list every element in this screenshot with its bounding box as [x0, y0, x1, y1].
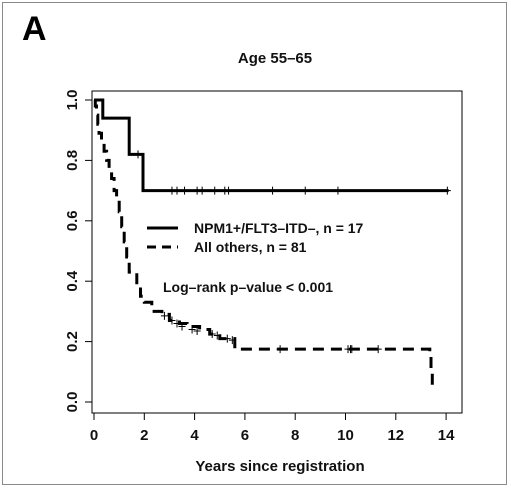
censor-mark: [211, 186, 219, 195]
x-tick-label: 0: [90, 427, 98, 444]
censor-mark: [178, 322, 186, 331]
censor-mark: [168, 316, 176, 325]
axes-layer: 0 2 4 6 8 10 12 14 0.0 0.2 0.4 0.6 0.8 1.0: [64, 90, 455, 444]
censor-mark: [228, 336, 236, 345]
pvalue-annotation: Log–rank p–value < 0.001: [163, 279, 333, 295]
censor-mark: [208, 330, 216, 339]
censor-mark: [173, 319, 181, 328]
x-tick-label: 10: [337, 427, 354, 444]
censor-mark: [223, 334, 231, 343]
y-tick-label: 0.0: [64, 392, 81, 413]
x-tick-label: 8: [291, 427, 299, 444]
censor-mark: [173, 186, 181, 195]
x-tick-label: 6: [241, 427, 249, 444]
legend-label-others: All others, n = 81: [194, 239, 307, 255]
censor-mark: [348, 345, 356, 354]
censor-mark: [134, 150, 142, 159]
censor-mark: [334, 186, 342, 195]
y-tick-label: 0.8: [64, 150, 81, 171]
y-tick-label: 0.6: [64, 210, 81, 231]
x-axis-label: Years since registration: [195, 458, 364, 475]
series-layer: [93, 98, 451, 387]
censor-mark: [276, 345, 284, 354]
legend: NPM1+/FLT3–ITD–, n = 17 All others, n = …: [147, 220, 364, 255]
censor-mark: [188, 325, 196, 334]
chart-title: Age 55–65: [238, 50, 312, 67]
x-tick-label: 4: [190, 427, 199, 444]
censor-mark: [193, 327, 201, 336]
series-line-npm1: [94, 98, 449, 193]
x-tick-label: 12: [387, 427, 404, 444]
censor-mark: [181, 186, 189, 195]
censor-mark: [198, 186, 206, 195]
censor-mark: [301, 186, 309, 195]
censor-mark: [374, 345, 382, 354]
panel-label: A: [22, 10, 47, 48]
plot-area-box: [91, 90, 463, 414]
x-tick-label: 2: [140, 427, 148, 444]
censor-mark: [160, 311, 168, 320]
legend-label-npm1: NPM1+/FLT3–ITD–, n = 17: [194, 220, 364, 236]
censor-mark: [213, 331, 221, 340]
censor-mark: [225, 186, 233, 195]
series-line-others: [93, 98, 434, 387]
y-tick-label: 0.2: [64, 331, 81, 352]
y-tick-label: 1.0: [64, 90, 81, 111]
y-tick-label: 0.4: [64, 270, 81, 292]
censor-mark: [269, 186, 277, 195]
x-tick-label: 14: [438, 427, 455, 444]
censor-mark: [443, 186, 451, 195]
figure-frame: [2, 2, 507, 485]
